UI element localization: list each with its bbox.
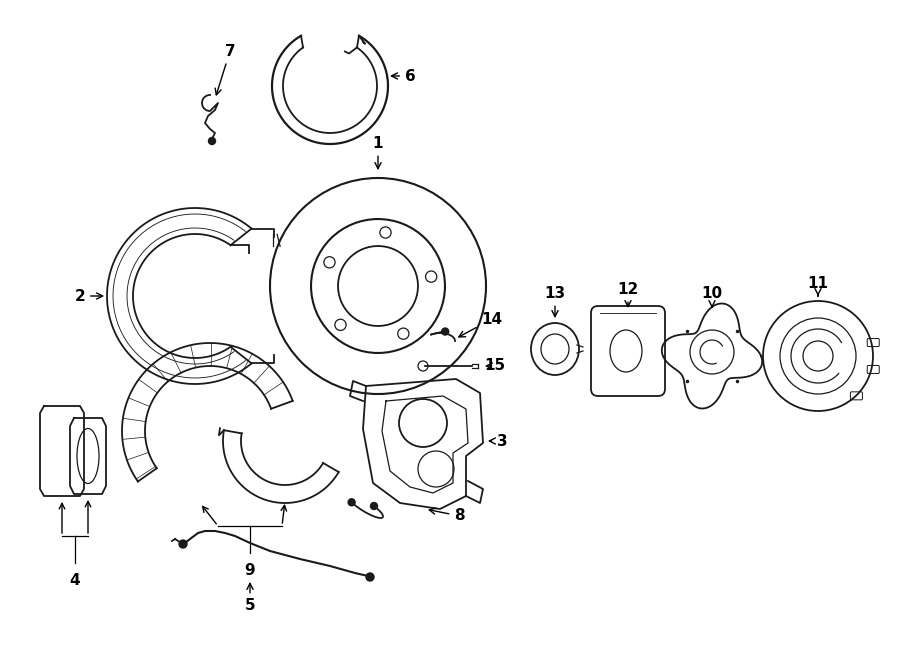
Text: 4: 4 [69,573,80,588]
Text: 10: 10 [701,286,723,307]
Circle shape [348,499,356,506]
Text: 9: 9 [245,563,256,578]
Text: 14: 14 [459,311,502,337]
Text: 5: 5 [245,584,256,613]
Text: 3: 3 [490,434,508,449]
Text: 1: 1 [373,136,383,169]
Text: 6: 6 [392,69,416,83]
Text: 11: 11 [807,276,829,296]
Circle shape [179,540,187,548]
Circle shape [442,328,449,335]
Text: 7: 7 [215,44,235,95]
Text: 15: 15 [484,358,505,373]
Circle shape [209,137,215,145]
Text: 8: 8 [429,508,465,524]
Text: 12: 12 [617,282,639,307]
Text: 2: 2 [74,288,103,303]
Text: 13: 13 [544,286,565,317]
Circle shape [366,573,374,581]
Circle shape [371,502,377,510]
